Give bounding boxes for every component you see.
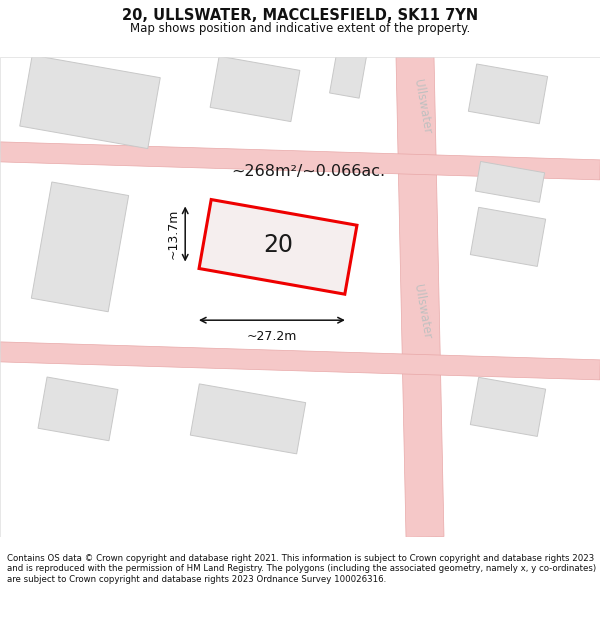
- Text: ~268m²/~0.066ac.: ~268m²/~0.066ac.: [231, 164, 385, 179]
- Polygon shape: [0, 342, 600, 380]
- Text: Ullswater: Ullswater: [411, 284, 433, 340]
- Polygon shape: [396, 56, 444, 538]
- Text: ~13.7m: ~13.7m: [166, 209, 179, 259]
- Polygon shape: [329, 52, 367, 98]
- Polygon shape: [210, 56, 300, 122]
- Polygon shape: [199, 199, 357, 294]
- Polygon shape: [20, 55, 160, 149]
- Text: ~27.2m: ~27.2m: [247, 330, 297, 343]
- Polygon shape: [38, 377, 118, 441]
- Polygon shape: [190, 384, 305, 454]
- Text: Ullswater: Ullswater: [411, 79, 433, 135]
- Polygon shape: [0, 142, 600, 180]
- Polygon shape: [470, 208, 545, 266]
- Polygon shape: [470, 378, 545, 436]
- Polygon shape: [31, 182, 128, 312]
- Polygon shape: [475, 161, 545, 202]
- Text: Contains OS data © Crown copyright and database right 2021. This information is : Contains OS data © Crown copyright and d…: [7, 554, 596, 584]
- Polygon shape: [469, 64, 548, 124]
- Polygon shape: [218, 210, 346, 284]
- Text: 20, ULLSWATER, MACCLESFIELD, SK11 7YN: 20, ULLSWATER, MACCLESFIELD, SK11 7YN: [122, 8, 478, 22]
- Text: 20: 20: [263, 233, 293, 257]
- Text: Map shows position and indicative extent of the property.: Map shows position and indicative extent…: [130, 22, 470, 35]
